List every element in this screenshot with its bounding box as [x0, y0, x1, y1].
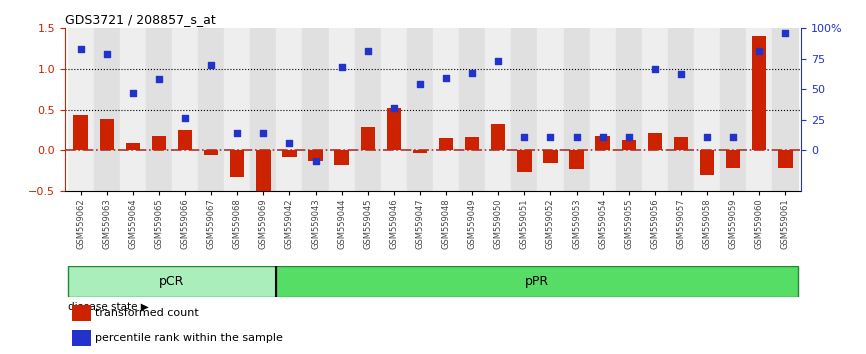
- Point: [674, 71, 688, 77]
- Bar: [276, 28, 302, 191]
- Point: [727, 134, 740, 139]
- Bar: [282, 150, 297, 157]
- Bar: [172, 28, 198, 191]
- Text: pCR: pCR: [159, 275, 184, 288]
- Bar: [752, 36, 766, 150]
- Bar: [94, 28, 120, 191]
- Bar: [648, 132, 662, 150]
- Point: [335, 64, 349, 69]
- Bar: [439, 138, 453, 150]
- Bar: [224, 28, 250, 191]
- Bar: [700, 150, 714, 175]
- Bar: [674, 137, 688, 150]
- Bar: [308, 150, 323, 161]
- Point: [126, 91, 139, 96]
- Bar: [517, 150, 532, 172]
- Point: [465, 70, 479, 76]
- Bar: [596, 136, 610, 150]
- Text: pPR: pPR: [526, 275, 549, 288]
- Bar: [569, 150, 584, 169]
- Text: GDS3721 / 208857_s_at: GDS3721 / 208857_s_at: [65, 13, 216, 26]
- Bar: [198, 28, 224, 191]
- Bar: [126, 143, 140, 150]
- Bar: [360, 127, 375, 150]
- Bar: [433, 28, 459, 191]
- Point: [74, 46, 87, 52]
- Bar: [485, 28, 511, 191]
- Bar: [73, 330, 91, 346]
- Bar: [459, 28, 485, 191]
- Bar: [538, 28, 564, 191]
- Bar: [276, 266, 798, 297]
- Point: [387, 105, 401, 111]
- Bar: [100, 119, 114, 150]
- Text: transformed count: transformed count: [95, 308, 199, 318]
- Bar: [302, 28, 328, 191]
- Bar: [616, 28, 642, 191]
- Point: [100, 52, 113, 57]
- Point: [439, 75, 453, 81]
- Bar: [74, 115, 87, 150]
- Bar: [334, 150, 349, 165]
- Bar: [564, 28, 590, 191]
- Bar: [491, 124, 506, 150]
- Point: [544, 134, 558, 139]
- Point: [256, 130, 270, 135]
- Bar: [407, 28, 433, 191]
- Point: [204, 62, 218, 68]
- Bar: [256, 150, 270, 194]
- Bar: [386, 108, 401, 150]
- Bar: [465, 137, 480, 150]
- Point: [308, 158, 322, 164]
- Bar: [328, 28, 355, 191]
- Bar: [746, 28, 772, 191]
- Bar: [543, 150, 558, 164]
- Point: [361, 48, 375, 54]
- Point: [753, 48, 766, 54]
- Point: [570, 134, 584, 139]
- Point: [700, 134, 714, 139]
- Bar: [230, 150, 244, 177]
- Point: [517, 134, 531, 139]
- Point: [152, 76, 166, 82]
- Bar: [68, 28, 94, 191]
- Text: percentile rank within the sample: percentile rank within the sample: [95, 332, 283, 343]
- Bar: [622, 140, 636, 150]
- Bar: [779, 150, 792, 169]
- Point: [230, 130, 244, 135]
- Point: [178, 115, 192, 121]
- Point: [779, 30, 792, 36]
- Point: [282, 140, 296, 146]
- Bar: [152, 136, 166, 150]
- Bar: [145, 28, 172, 191]
- Bar: [355, 28, 381, 191]
- Bar: [413, 150, 427, 153]
- Point: [596, 134, 610, 139]
- Text: disease state ▶: disease state ▶: [68, 302, 148, 312]
- Bar: [642, 28, 668, 191]
- Bar: [120, 28, 145, 191]
- Bar: [772, 28, 798, 191]
- Bar: [726, 150, 740, 167]
- Bar: [204, 150, 218, 155]
- Point: [491, 58, 505, 64]
- Point: [413, 81, 427, 86]
- Bar: [178, 130, 192, 150]
- Bar: [250, 28, 276, 191]
- Bar: [590, 28, 616, 191]
- Point: [648, 66, 662, 72]
- Bar: [694, 28, 721, 191]
- Bar: [381, 28, 407, 191]
- Bar: [721, 28, 746, 191]
- Point: [622, 134, 636, 139]
- Bar: [511, 28, 538, 191]
- Bar: [68, 266, 276, 297]
- Bar: [73, 305, 91, 321]
- Bar: [668, 28, 694, 191]
